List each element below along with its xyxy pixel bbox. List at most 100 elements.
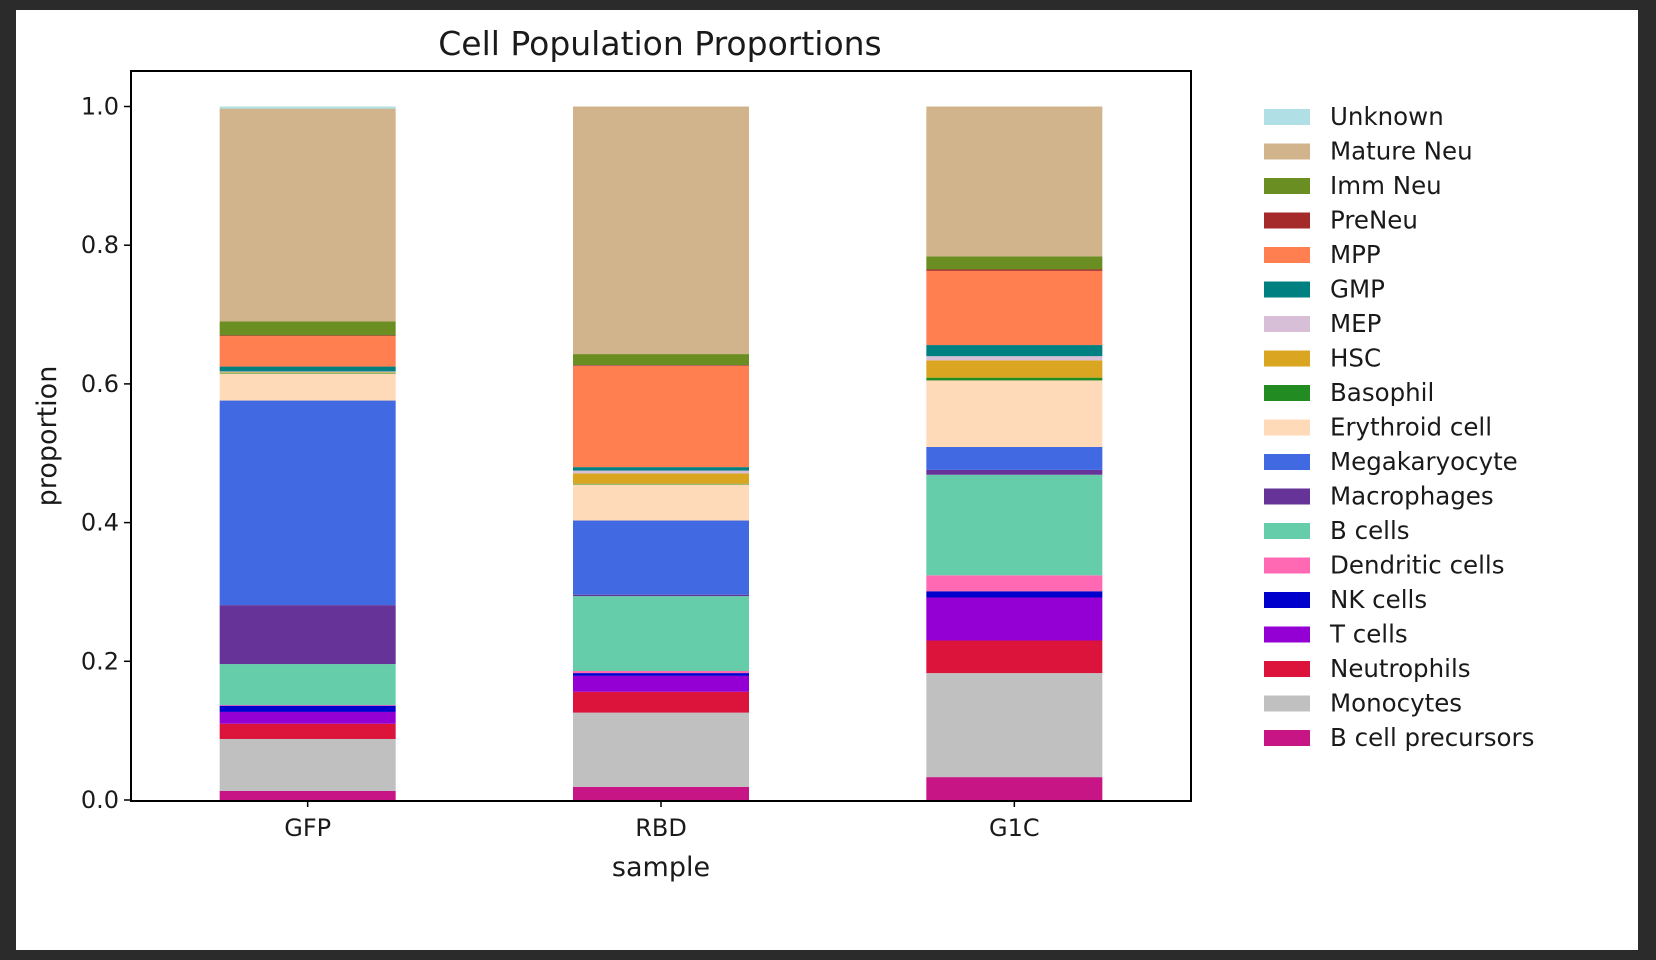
bar-segment (573, 483, 749, 485)
bar-segment (926, 270, 1103, 346)
bar-segment (573, 470, 749, 474)
bar-segment (926, 269, 1103, 271)
bar-segment (219, 108, 396, 322)
bar-segment (573, 671, 749, 674)
bar-segment (926, 591, 1103, 598)
bar-segment (926, 345, 1103, 357)
bar-segment (573, 673, 749, 676)
legend-swatch (1264, 592, 1310, 608)
bar-segment (219, 723, 396, 739)
y-axis-label: proportion (32, 366, 63, 507)
stacked-bar-chart: Cell Population Proportions GFP RBD G1C 0.0… (32, 24, 1534, 883)
legend-label: Monocytes (1330, 689, 1462, 718)
legend-label: Dendritic cells (1330, 551, 1505, 580)
bar-segment (573, 467, 749, 471)
bar-segment (219, 372, 396, 374)
bar-segment (926, 360, 1103, 378)
bar-segment (219, 336, 396, 367)
bar-segment (926, 447, 1103, 470)
x-tick-label: RBD (635, 814, 687, 842)
y-tick-label: 0.6 (81, 370, 119, 398)
legend-swatch (1264, 661, 1310, 677)
legend-swatch (1264, 730, 1310, 746)
bar-segment (219, 605, 396, 665)
bar-segment (573, 354, 749, 366)
bar-segment (926, 640, 1103, 674)
legend-label: PreNeu (1330, 206, 1418, 235)
bar-segment (573, 712, 749, 787)
legend-swatch (1264, 247, 1310, 263)
bar-segment (573, 596, 749, 672)
bar-segment (219, 366, 396, 372)
bar-segment (926, 597, 1103, 641)
legend-swatch (1264, 316, 1310, 332)
ticks-layer: GFP RBD G1C 0.0 0.2 0.4 0.6 0.8 1.0 (81, 93, 1040, 843)
bar-segment (219, 371, 396, 373)
legend-label: Unknown (1330, 102, 1444, 131)
legend-swatch (1264, 281, 1310, 298)
legend-swatch (1264, 695, 1310, 712)
bar-segment (219, 738, 396, 791)
bars-layer (219, 106, 1103, 800)
legend-label: Neutrophils (1330, 654, 1471, 683)
bar-segment (926, 256, 1103, 270)
bar-segment (219, 106, 396, 109)
legend-swatch (1264, 212, 1310, 229)
legend-swatch (1264, 454, 1310, 470)
legend-swatch (1264, 626, 1310, 643)
bar-segment (219, 711, 396, 724)
bar-segment (926, 777, 1103, 800)
legend-label: GMP (1330, 275, 1385, 304)
bar-segment (573, 691, 749, 713)
legend-swatch (1264, 419, 1310, 436)
y-tick-label: 0.2 (81, 647, 119, 675)
legend-label: T cells (1329, 620, 1408, 649)
bar-segment (573, 365, 749, 366)
bar-segment (573, 520, 749, 595)
legend-label: NK cells (1330, 585, 1427, 614)
legend-label: Basophil (1330, 378, 1434, 407)
legend-swatch (1264, 143, 1310, 160)
x-tick-label: G1C (989, 814, 1040, 842)
bar-segment (573, 106, 749, 355)
x-tick-label: GFP (284, 814, 331, 842)
y-tick-label: 0.8 (81, 231, 119, 259)
legend: Unknown Mature Neu Imm Neu PreNeu MPP GMP MEP H… (1264, 102, 1534, 752)
bar-segment (219, 704, 396, 706)
y-tick-label: 0.0 (81, 786, 119, 814)
bar-segment (573, 786, 749, 800)
bar-segment (926, 474, 1103, 576)
legend-label: Mature Neu (1330, 137, 1473, 166)
y-tick-label: 1.0 (81, 93, 119, 121)
bar-segment (573, 473, 749, 484)
bar-segment (573, 675, 749, 692)
bar-segment (926, 575, 1103, 592)
legend-label: Imm Neu (1330, 171, 1442, 200)
bar-segment (926, 106, 1103, 257)
legend-label: B cell precursors (1330, 723, 1534, 752)
legend-label: Erythroid cell (1330, 413, 1492, 442)
bar-segment (926, 469, 1103, 475)
y-tick-label: 0.4 (81, 509, 119, 537)
legend-swatch (1264, 109, 1310, 125)
x-axis-label: sample (612, 852, 710, 883)
bar-segment (926, 673, 1103, 778)
figure: Cell Population Proportions GFP RBD G1C 0.0… (16, 10, 1638, 950)
bar-segment (219, 664, 396, 705)
legend-label: MEP (1330, 309, 1381, 338)
legend-label: Megakaryocyte (1330, 447, 1518, 476)
bar-segment (219, 790, 396, 800)
legend-swatch (1264, 385, 1310, 401)
bar-segment (926, 356, 1103, 361)
bar-segment (219, 373, 396, 401)
chart-title: Cell Population Proportions (438, 24, 882, 63)
legend-label: HSC (1330, 344, 1381, 373)
legend-swatch (1264, 488, 1310, 505)
legend-swatch (1264, 350, 1310, 367)
bar-segment (219, 335, 396, 337)
bar-segment (573, 594, 749, 597)
bar-segment (219, 372, 396, 373)
legend-label: MPP (1330, 240, 1381, 269)
bar-segment (573, 365, 749, 468)
legend-swatch (1264, 178, 1310, 194)
